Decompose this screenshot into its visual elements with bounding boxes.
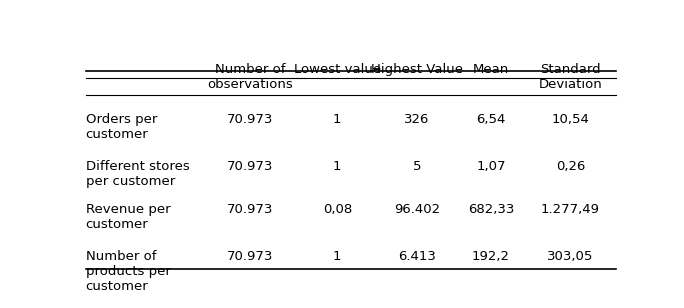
Text: 0,26: 0,26: [556, 160, 586, 173]
Text: 682,33: 682,33: [468, 203, 514, 216]
Text: 96.402: 96.402: [394, 203, 440, 216]
Text: 1: 1: [333, 113, 341, 126]
Text: 1: 1: [333, 160, 341, 173]
Text: 192,2: 192,2: [472, 250, 510, 263]
Text: Mean: Mean: [473, 63, 509, 76]
Text: Number of
observations: Number of observations: [207, 63, 293, 91]
Text: 6.413: 6.413: [398, 250, 436, 263]
Text: 10,54: 10,54: [551, 113, 590, 126]
Text: Orders per
customer: Orders per customer: [86, 113, 157, 141]
Text: Highest Value: Highest Value: [371, 63, 463, 76]
Text: 6,54: 6,54: [476, 113, 505, 126]
Text: 326: 326: [404, 113, 430, 126]
Text: 70.973: 70.973: [226, 203, 273, 216]
Text: 1,07: 1,07: [476, 160, 505, 173]
Text: Different stores
per customer: Different stores per customer: [86, 160, 189, 188]
Text: Revenue per
customer: Revenue per customer: [86, 203, 170, 231]
Text: Lowest value: Lowest value: [293, 63, 381, 76]
Text: 0,08: 0,08: [323, 203, 352, 216]
Text: 5: 5: [412, 160, 421, 173]
Text: 1: 1: [333, 250, 341, 263]
Text: 303,05: 303,05: [547, 250, 594, 263]
Text: 1.277,49: 1.277,49: [541, 203, 600, 216]
Text: 70.973: 70.973: [226, 250, 273, 263]
Text: 70.973: 70.973: [226, 160, 273, 173]
Text: Number of
products per
customer: Number of products per customer: [86, 250, 170, 294]
Text: Standard
Deviation: Standard Deviation: [539, 63, 603, 91]
Text: 70.973: 70.973: [226, 113, 273, 126]
